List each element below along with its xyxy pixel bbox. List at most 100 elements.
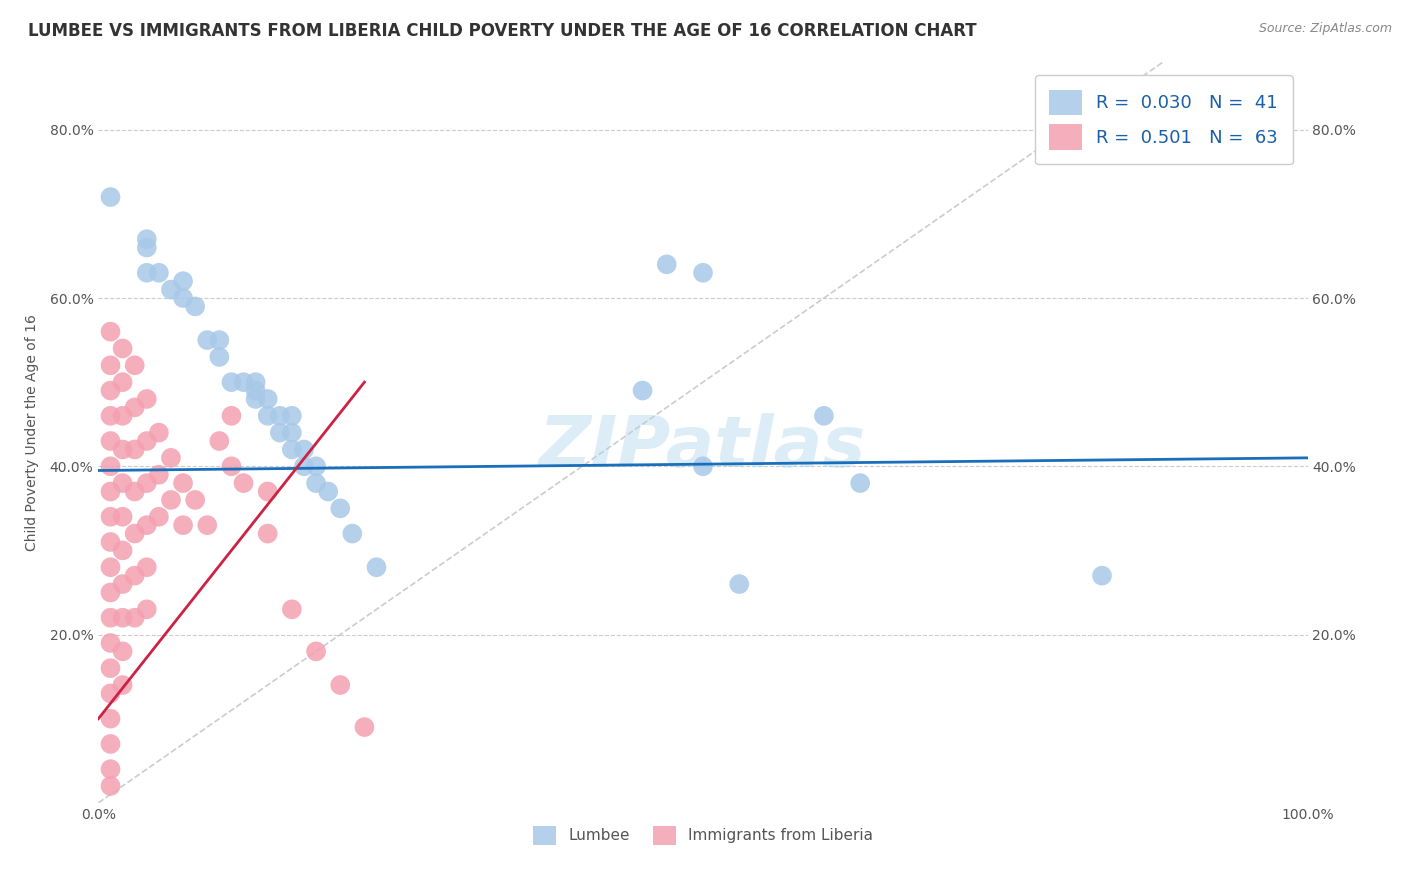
Point — [1091, 568, 1114, 582]
Point — [135, 518, 157, 533]
Point — [100, 434, 122, 448]
Point — [269, 425, 291, 440]
Point — [135, 476, 157, 491]
Point — [329, 501, 352, 516]
Point — [221, 409, 243, 423]
Point — [111, 476, 134, 491]
Point — [269, 409, 291, 423]
Point — [111, 610, 134, 624]
Point — [631, 384, 654, 398]
Point — [100, 779, 122, 793]
Point — [100, 535, 122, 549]
Point — [111, 678, 134, 692]
Point — [292, 459, 315, 474]
Point — [172, 476, 194, 491]
Point — [305, 476, 328, 491]
Point — [100, 190, 122, 204]
Point — [100, 325, 122, 339]
Point — [124, 359, 146, 373]
Point — [256, 526, 278, 541]
Point — [135, 434, 157, 448]
Text: Source: ZipAtlas.com: Source: ZipAtlas.com — [1258, 22, 1392, 36]
Point — [148, 266, 170, 280]
Point — [148, 467, 170, 482]
Point — [281, 425, 304, 440]
Point — [221, 375, 243, 389]
Point — [100, 409, 122, 423]
Point — [256, 484, 278, 499]
Text: ZIPatlas: ZIPatlas — [540, 413, 866, 482]
Point — [124, 610, 146, 624]
Point — [100, 560, 122, 574]
Point — [100, 585, 122, 599]
Point — [208, 333, 231, 347]
Point — [160, 492, 183, 507]
Point — [124, 526, 146, 541]
Point — [111, 644, 134, 658]
Point — [655, 257, 678, 271]
Point — [208, 350, 231, 364]
Point — [100, 762, 122, 776]
Point — [124, 484, 146, 499]
Point — [100, 484, 122, 499]
Text: LUMBEE VS IMMIGRANTS FROM LIBERIA CHILD POVERTY UNDER THE AGE OF 16 CORRELATION : LUMBEE VS IMMIGRANTS FROM LIBERIA CHILD … — [28, 22, 977, 40]
Point — [135, 232, 157, 246]
Point — [100, 661, 122, 675]
Point — [111, 442, 134, 457]
Point — [124, 568, 146, 582]
Point — [148, 509, 170, 524]
Point — [281, 409, 304, 423]
Point — [813, 409, 835, 423]
Point — [184, 300, 207, 314]
Point — [100, 712, 122, 726]
Point — [172, 274, 194, 288]
Point — [245, 384, 267, 398]
Legend: Lumbee, Immigrants from Liberia: Lumbee, Immigrants from Liberia — [527, 820, 879, 851]
Point — [256, 409, 278, 423]
Point — [292, 442, 315, 457]
Point — [329, 678, 352, 692]
Point — [111, 577, 134, 591]
Point — [305, 459, 328, 474]
Point — [135, 602, 157, 616]
Point — [160, 450, 183, 465]
Point — [111, 409, 134, 423]
Point — [135, 266, 157, 280]
Point — [135, 240, 157, 255]
Point — [353, 720, 375, 734]
Point — [281, 602, 304, 616]
Point — [849, 476, 872, 491]
Point — [100, 686, 122, 700]
Point — [195, 333, 218, 347]
Point — [692, 266, 714, 280]
Point — [172, 291, 194, 305]
Point — [256, 392, 278, 406]
Point — [305, 644, 328, 658]
Point — [135, 560, 157, 574]
Point — [111, 509, 134, 524]
Point — [100, 509, 122, 524]
Point — [208, 434, 231, 448]
Y-axis label: Child Poverty Under the Age of 16: Child Poverty Under the Age of 16 — [24, 314, 38, 551]
Point — [245, 375, 267, 389]
Point — [111, 342, 134, 356]
Point — [124, 401, 146, 415]
Point — [124, 442, 146, 457]
Point — [100, 359, 122, 373]
Point — [316, 484, 339, 499]
Point — [342, 526, 364, 541]
Point — [728, 577, 751, 591]
Point — [232, 375, 254, 389]
Point — [195, 518, 218, 533]
Point — [172, 518, 194, 533]
Point — [148, 425, 170, 440]
Point — [100, 610, 122, 624]
Point — [221, 459, 243, 474]
Point — [100, 636, 122, 650]
Point — [135, 392, 157, 406]
Point — [281, 442, 304, 457]
Point — [692, 459, 714, 474]
Point — [245, 392, 267, 406]
Point — [100, 459, 122, 474]
Point — [232, 476, 254, 491]
